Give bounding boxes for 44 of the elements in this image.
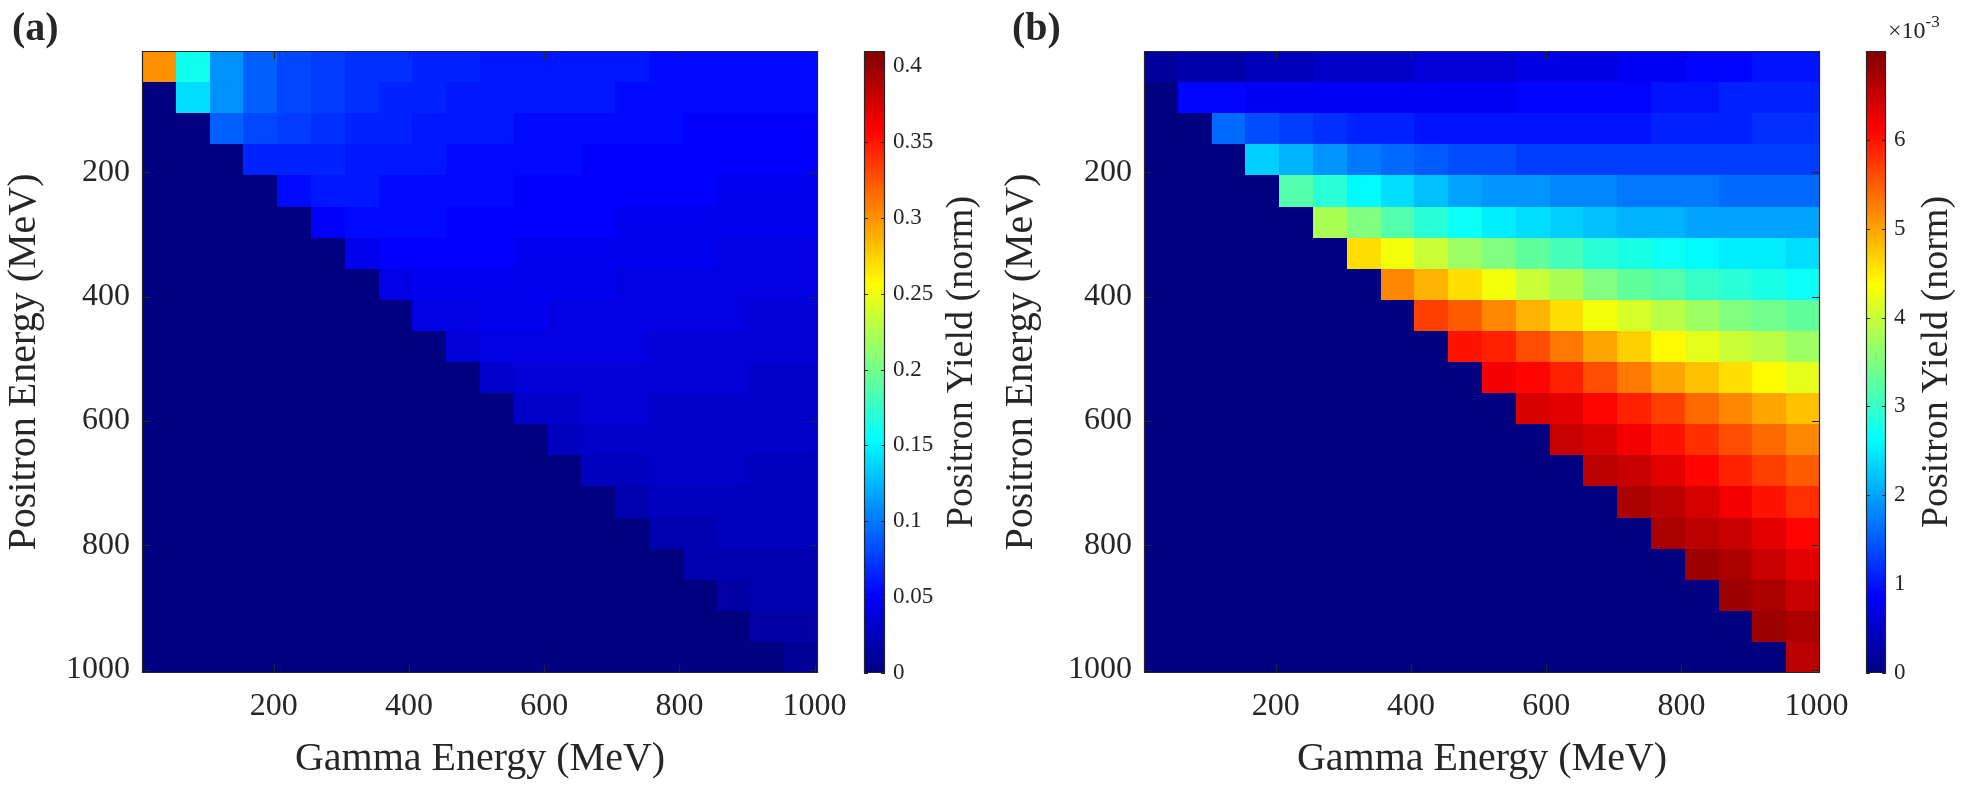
y-tick-label: 200 [1084, 151, 1132, 188]
x-tick-label: 1000 [782, 685, 847, 722]
color-bar-title: Positron Yield (norm) [1912, 195, 1956, 529]
color-bar-label: 0.1 [893, 507, 922, 533]
color-bar-label: 4 [1894, 303, 1906, 329]
y-axis-title: Positron Energy (MeV) [995, 173, 1041, 551]
y-tick-label: 600 [82, 400, 130, 437]
x-tick-label: 600 [1522, 685, 1571, 722]
y-tick-label: 400 [82, 276, 130, 313]
x-tick-label: 400 [1387, 685, 1436, 722]
color-bar-label: 2 [1894, 481, 1906, 507]
chart-title: (b) [1012, 4, 1061, 49]
y-axis-title: Positron Energy (MeV) [0, 173, 44, 551]
x-tick-label: 400 [385, 685, 434, 722]
x-axis-title: Gamma Energy (MeV) [1296, 733, 1668, 779]
x-tick-label: 800 [655, 685, 704, 722]
y-tick-label: 400 [1084, 276, 1132, 313]
color-bar-label: 5 [1894, 214, 1906, 240]
color-bar-title: Positron Yield (norm) [937, 195, 981, 529]
color-bar-label: 0.05 [893, 583, 934, 609]
y-tick-label: 800 [1084, 524, 1132, 561]
x-tick-label: 1000 [1784, 685, 1849, 722]
color-bar-label: 0.3 [893, 203, 922, 229]
color-bar-label: 1 [1894, 570, 1906, 596]
x-tick-label: 800 [1657, 685, 1706, 722]
y-tick-label: 200 [82, 151, 130, 188]
x-tick-label: 600 [520, 685, 569, 722]
color-bar-label: 0.15 [893, 431, 934, 457]
x-tick-label: 200 [1251, 685, 1300, 722]
y-tick-label: 1000 [1068, 649, 1132, 686]
y-tick-label: 600 [1084, 400, 1132, 437]
color-bar-label: 6 [1894, 125, 1906, 151]
chart-title: (a) [12, 4, 59, 49]
color-bar-label: 0.25 [893, 279, 934, 305]
color-bar-label: 0.2 [893, 355, 922, 381]
x-tick-label: 200 [249, 685, 298, 722]
color-bar-label: 3 [1894, 392, 1906, 418]
color-bar-label: 0 [893, 659, 905, 685]
color-bar-label: 0 [1894, 659, 1906, 685]
color-bar-label: 0.35 [893, 128, 934, 154]
x-axis-title: Gamma Energy (MeV) [294, 733, 666, 779]
y-tick-label: 800 [82, 524, 130, 561]
color-bar-label: 0.4 [893, 52, 923, 78]
y-tick-label: 1000 [66, 649, 130, 686]
